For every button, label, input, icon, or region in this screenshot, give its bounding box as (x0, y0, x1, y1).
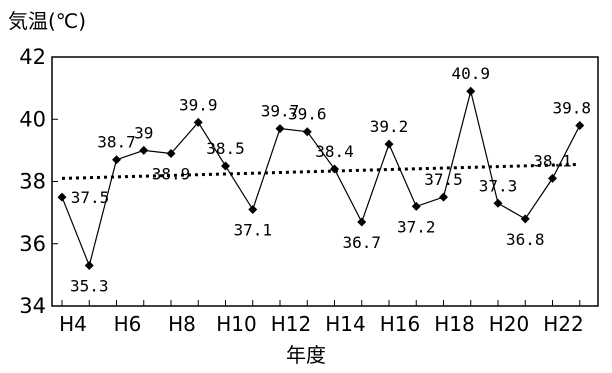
data-label: 39.6 (288, 105, 327, 124)
data-point (384, 139, 394, 149)
x-tick-label: H12 (271, 312, 312, 336)
data-point (193, 117, 203, 127)
data-point (84, 261, 94, 271)
data-label: 36.8 (506, 230, 545, 249)
data-label: 39.9 (179, 95, 218, 114)
data-label: 40.9 (451, 64, 490, 83)
data-point (302, 127, 312, 137)
data-point (466, 86, 476, 96)
data-label: 39.2 (370, 117, 409, 136)
data-label: 35.3 (70, 277, 109, 296)
x-tick-label: H22 (543, 312, 584, 336)
x-tick-label: H16 (380, 312, 421, 336)
data-point (112, 155, 121, 165)
data-point (330, 164, 339, 174)
data-label: 37.5 (424, 170, 463, 189)
data-point (493, 198, 503, 208)
data-point (439, 192, 448, 202)
data-label: 37.1 (233, 221, 272, 240)
x-tick-label: H20 (489, 312, 530, 336)
data-point (57, 192, 67, 202)
data-point (139, 145, 149, 155)
data-point (411, 201, 421, 211)
x-axis-ticks: H4 H6 H8 H10 H12 H14 H16 H18 H20 H22 (59, 300, 584, 336)
data-label: 39.8 (552, 98, 591, 117)
y-axis-ticks: 34 36 38 40 42 (19, 45, 58, 318)
data-labels: 37.5 35.3 38.739 38.9 39.9 38.5 37.1 39.739.6 38… (70, 64, 591, 295)
series-line (61, 91, 581, 268)
y-tick-label: 34 (19, 294, 46, 318)
y-tick-label: 36 (19, 232, 46, 256)
data-point (520, 214, 530, 224)
data-label: 39.7 (261, 102, 300, 121)
data-label: 36.7 (342, 233, 381, 252)
trend-line (61, 162, 580, 180)
data-point (548, 173, 557, 183)
x-tick-label: H10 (216, 312, 257, 336)
data-point (221, 161, 230, 171)
data-label: 38.9 (152, 164, 191, 183)
x-tick-label: H4 (59, 312, 87, 336)
data-point (166, 148, 176, 158)
data-label: 38.1 (533, 151, 572, 170)
data-point (248, 205, 258, 215)
series-markers (57, 86, 585, 271)
data-label: 37.5 (71, 188, 110, 207)
data-label: 38.7 (97, 133, 136, 152)
data-label: 38.4 (315, 142, 354, 161)
x-tick-label: H6 (114, 312, 142, 336)
x-tick-label: H8 (168, 312, 196, 336)
data-point (275, 124, 285, 134)
data-label: 38.5 (206, 139, 245, 158)
data-label: 37.2 (397, 217, 436, 236)
y-tick-label: 42 (19, 45, 46, 69)
y-tick-label: 40 (19, 107, 46, 131)
x-tick-label: H18 (434, 312, 475, 336)
data-label: 39 (134, 123, 153, 142)
x-tick-label: H14 (325, 312, 366, 336)
data-label: 37.3 (479, 176, 518, 195)
data-point (575, 120, 585, 130)
y-axis-label: 気温(℃) (8, 9, 86, 33)
y-tick-label: 38 (19, 170, 46, 194)
data-point (357, 217, 367, 227)
x-axis-label: 年度 (286, 343, 326, 367)
